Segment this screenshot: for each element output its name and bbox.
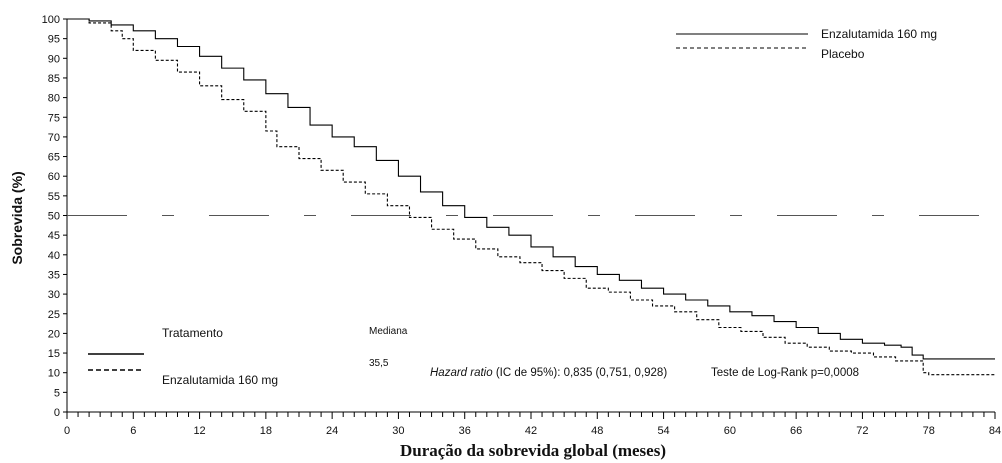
- y-tick-label: 5: [54, 387, 60, 399]
- x-tick-label: 12: [193, 425, 205, 437]
- x-axis-label: Duração da sobrevida global (meses): [400, 441, 666, 460]
- series-line-0: [67, 18, 995, 360]
- x-tick-label: 72: [856, 425, 868, 437]
- y-tick-label: 10: [48, 368, 60, 380]
- y-tick-label: 55: [48, 191, 60, 203]
- x-tick-label: 60: [724, 425, 736, 437]
- x-tick-label: 84: [989, 425, 1001, 437]
- x-tick-label: 78: [923, 425, 935, 437]
- y-tick-label: 25: [48, 309, 60, 321]
- legend-label-enzalutamida: Enzalutamida 160 mg: [821, 27, 937, 41]
- y-tick-label: 60: [48, 171, 60, 183]
- y-tick-label: 45: [48, 230, 60, 242]
- y-tick-label: 90: [48, 53, 60, 65]
- x-tick-label: 66: [790, 425, 802, 437]
- y-tick-label: 75: [48, 112, 60, 124]
- x-tick-label: 36: [459, 425, 471, 437]
- x-tick-label: 48: [591, 425, 603, 437]
- y-tick-label: 95: [48, 34, 60, 46]
- x-tick-label: 24: [326, 425, 338, 437]
- x-tick-label: 54: [657, 425, 669, 437]
- legend-label-placebo: Placebo: [821, 47, 865, 61]
- y-tick-label: 65: [48, 152, 60, 164]
- x-tick-label: 42: [525, 425, 537, 437]
- y-tick-label: 70: [48, 132, 60, 144]
- y-tick-label: 20: [48, 328, 60, 340]
- y-tick-label: 50: [48, 211, 60, 223]
- table-row-treatment: Enzalutamida 160 mg: [162, 373, 278, 387]
- y-tick-label: 35: [48, 269, 60, 281]
- y-tick-label: 15: [48, 348, 60, 360]
- y-tick-label: 40: [48, 250, 60, 262]
- x-tick-label: 18: [260, 425, 272, 437]
- table-header-median: Mediana: [369, 326, 408, 337]
- y-tick-label: 0: [54, 407, 60, 419]
- logrank-annotation: Teste de Log-Rank p=0,0008: [711, 367, 859, 379]
- treatment-table: Tratamento Mediana Enzalutamida 160 mg 3…: [88, 326, 408, 387]
- x-tick-label: 6: [130, 425, 136, 437]
- series-line-1: [67, 18, 995, 376]
- y-tick-label: 30: [48, 289, 60, 301]
- legend: Enzalutamida 160 mg Placebo: [676, 27, 937, 61]
- x-tick-label: 30: [392, 425, 404, 437]
- y-ticks: 0 5 10 15 20 25 30 35 40 45 50 55 60 65 70 75 80 85 90 95 10…: [42, 14, 67, 419]
- hazard-ratio-annotation: Hazard ratio (IC de 95%): 0,835 (0,751, …: [430, 367, 667, 379]
- y-tick-label: 100: [42, 14, 60, 26]
- survival-curves: [67, 18, 995, 376]
- y-tick-label: 80: [48, 93, 60, 105]
- table-header-treatment: Tratamento: [162, 326, 223, 340]
- y-tick-label: 85: [48, 73, 60, 85]
- table-row-median: 35,5: [369, 358, 389, 369]
- x-ticks: 0 6 12 18 24 30 36 42 48 54 60 66 72 78 84: [64, 412, 1001, 437]
- y-axis-label: Sobrevida (%): [9, 171, 25, 264]
- x-tick-label: 0: [64, 425, 70, 437]
